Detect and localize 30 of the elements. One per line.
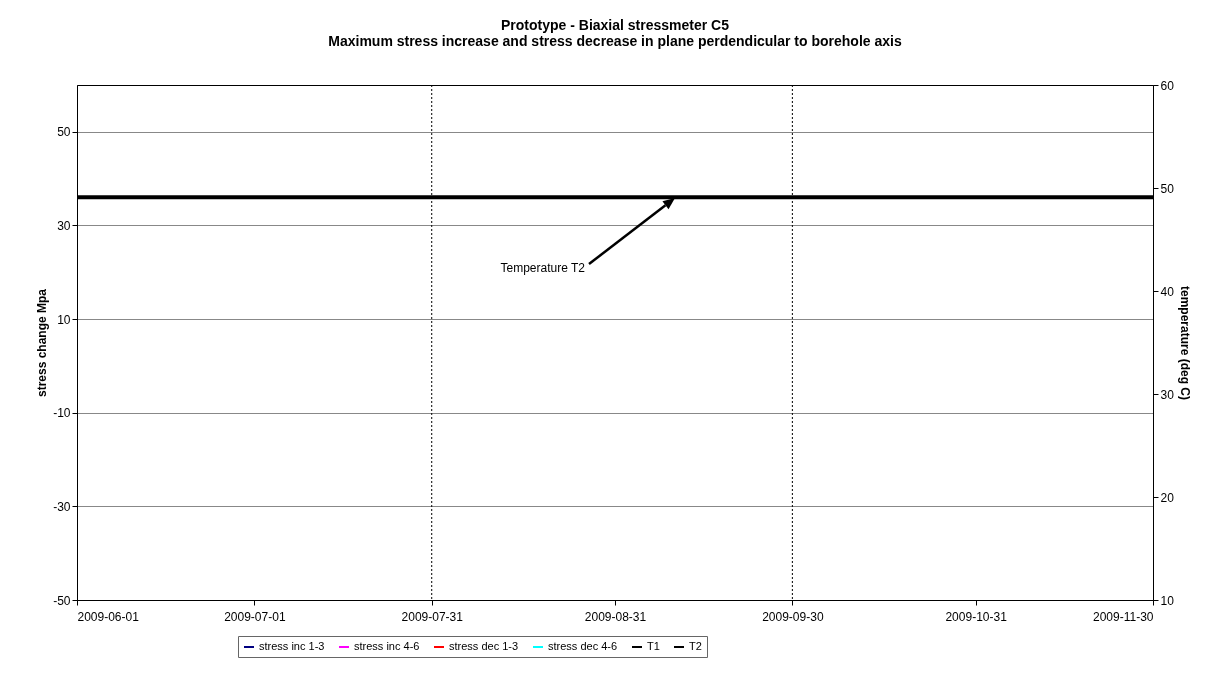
y-tick-label: 30 <box>57 218 71 233</box>
y2-tick-label: 10 <box>1160 593 1175 608</box>
y2-tick-label: 50 <box>1160 181 1175 196</box>
legend-label: T1 <box>647 640 660 652</box>
legend-label: stress inc 4-6 <box>354 640 420 652</box>
legend-label: T2 <box>689 640 702 652</box>
y-tick-label: 10 <box>57 312 71 327</box>
x-tick-label: 2009-09-30 <box>762 609 824 624</box>
annotation: Temperature T2 <box>500 261 586 275</box>
y-tick-label: 50 <box>57 125 71 140</box>
x-tick-label: 2009-07-31 <box>401 609 464 624</box>
legend-label: stress inc 1-3 <box>259 640 325 652</box>
x-tick-label: 2009-11-30 <box>1093 609 1154 624</box>
chart-title: Prototype - Biaxial stressmeter C5 <box>501 17 730 33</box>
legend-label: stress dec 1-3 <box>449 640 519 652</box>
x-tick-label: 2009-06-01 <box>77 609 140 624</box>
legend-label: stress dec 4-6 <box>548 640 618 652</box>
x-tick-label: 2009-10-31 <box>945 609 1008 624</box>
y2-tick-label: 40 <box>1160 284 1175 299</box>
y-tick-label: -30 <box>53 499 71 514</box>
y2-tick-label: 20 <box>1160 490 1175 505</box>
y-tick-label: -10 <box>53 406 71 421</box>
y-axis-title: stress change Mpa <box>35 288 50 398</box>
y2-axis-title: temperature (deg C) <box>1177 285 1192 401</box>
x-tick-label: 2009-07-01 <box>224 609 286 624</box>
y2-tick-label: 60 <box>1160 78 1175 93</box>
x-tick-label: 2009-08-31 <box>584 609 647 624</box>
y2-tick-label: 30 <box>1160 387 1175 402</box>
chart-subtitle: Maximum stress increase and stress decrease in plane perdendicular to borehole axis <box>328 33 902 49</box>
y-tick-label: -50 <box>53 593 71 608</box>
